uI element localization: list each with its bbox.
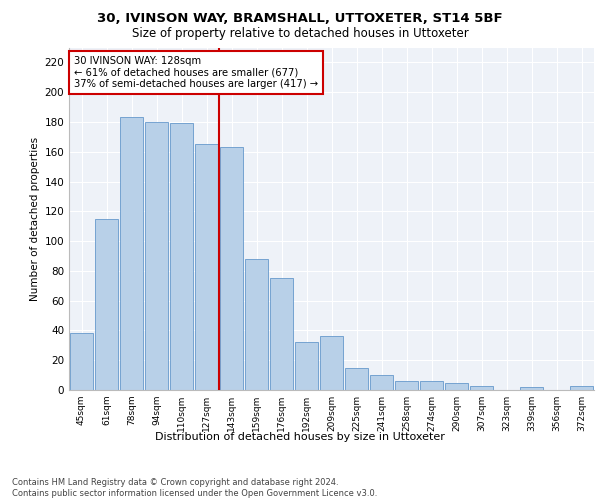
Bar [245,259,268,390]
Text: 30, IVINSON WAY, BRAMSHALL, UTTOXETER, ST14 5BF: 30, IVINSON WAY, BRAMSHALL, UTTOXETER, S… [97,12,503,26]
Y-axis label: Number of detached properties: Number of detached properties [30,136,40,301]
Bar [570,386,593,390]
Bar [520,387,543,390]
Text: 30 IVINSON WAY: 128sqm
← 61% of detached houses are smaller (677)
37% of semi-de: 30 IVINSON WAY: 128sqm ← 61% of detached… [74,56,319,90]
Bar [345,368,368,390]
Bar [395,381,418,390]
Bar [295,342,318,390]
Bar [195,144,218,390]
Bar [70,334,93,390]
Bar [170,124,193,390]
Bar [420,381,443,390]
Text: Contains HM Land Registry data © Crown copyright and database right 2024.
Contai: Contains HM Land Registry data © Crown c… [12,478,377,498]
Bar [270,278,293,390]
Text: Size of property relative to detached houses in Uttoxeter: Size of property relative to detached ho… [131,28,469,40]
Bar [120,118,143,390]
Bar [445,382,468,390]
Bar [320,336,343,390]
Bar [470,386,493,390]
Bar [370,375,393,390]
Text: Distribution of detached houses by size in Uttoxeter: Distribution of detached houses by size … [155,432,445,442]
Bar [95,219,118,390]
Bar [220,148,243,390]
Bar [145,122,168,390]
